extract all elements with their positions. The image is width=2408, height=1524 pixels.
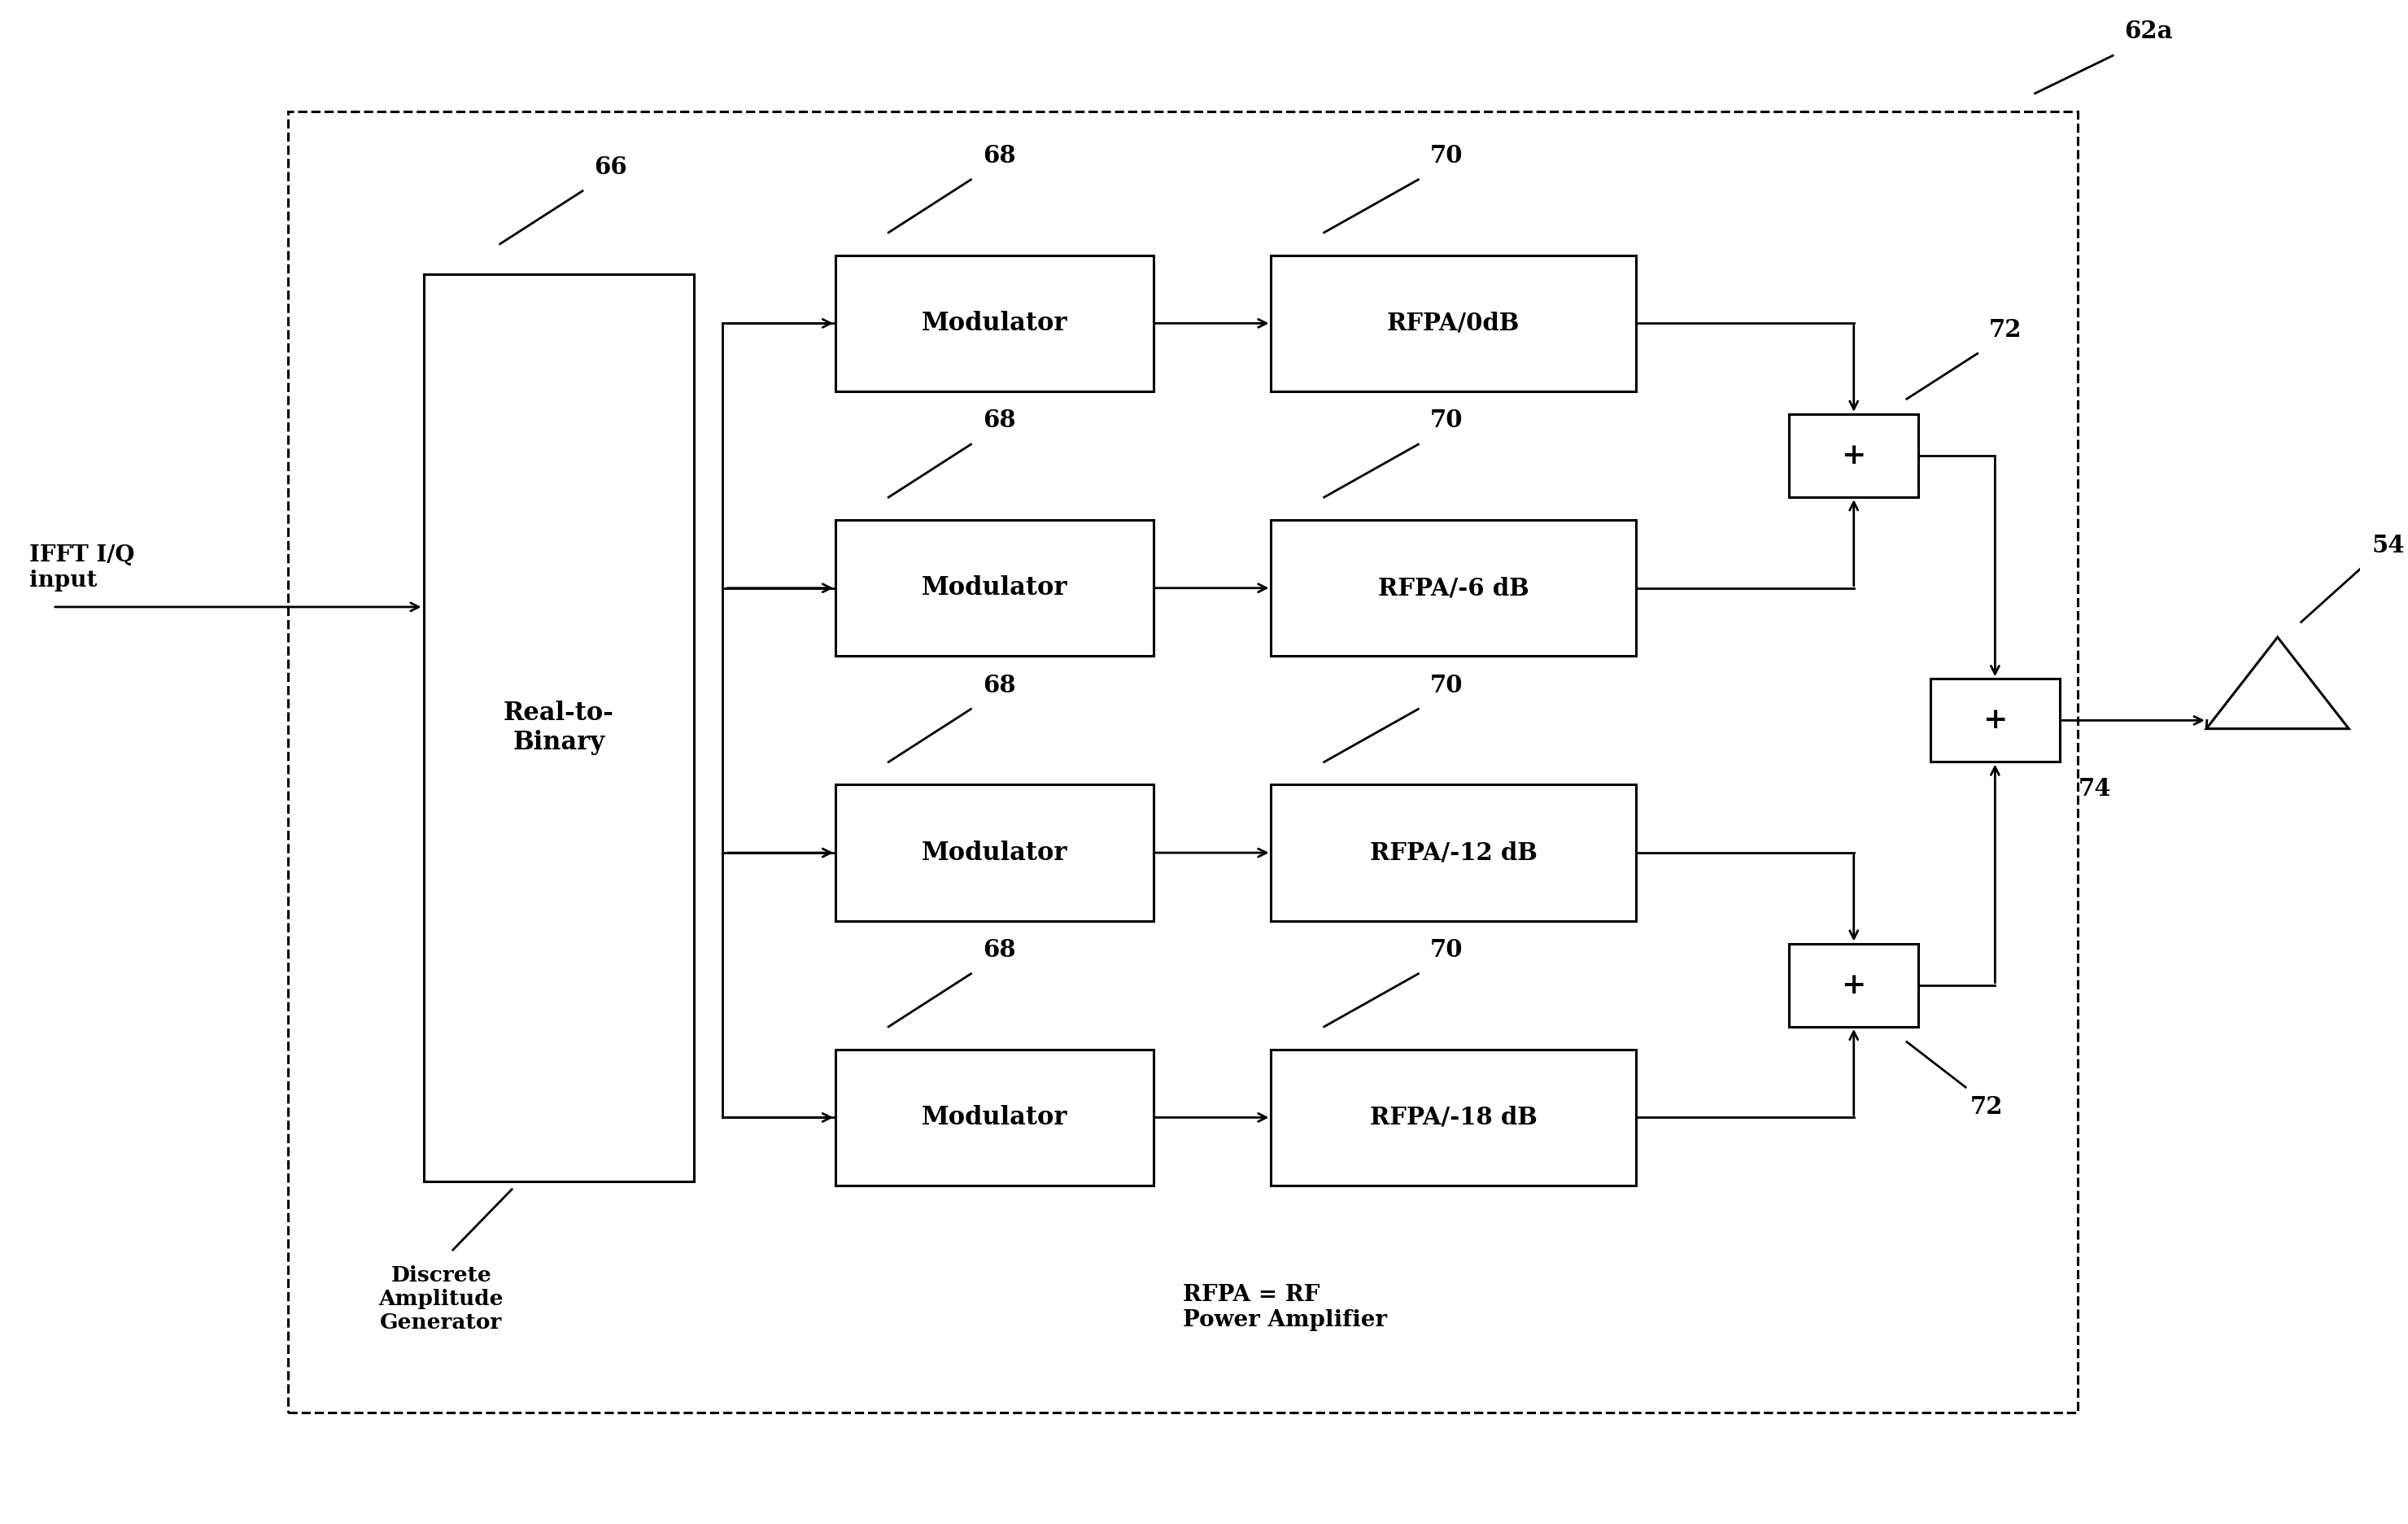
Text: 70: 70: [1430, 939, 1464, 962]
Text: 70: 70: [1430, 674, 1464, 696]
Text: Modulator: Modulator: [922, 840, 1067, 866]
Text: 70: 70: [1430, 408, 1464, 433]
FancyBboxPatch shape: [836, 520, 1153, 657]
Text: RFPA/-6 dB: RFPA/-6 dB: [1377, 576, 1529, 600]
FancyBboxPatch shape: [1271, 785, 1635, 920]
FancyBboxPatch shape: [836, 785, 1153, 920]
Text: 54: 54: [2372, 533, 2406, 558]
Text: 74: 74: [2078, 777, 2112, 800]
Text: +: +: [1982, 707, 2008, 735]
FancyBboxPatch shape: [836, 255, 1153, 392]
FancyBboxPatch shape: [836, 1050, 1153, 1186]
Text: Modulator: Modulator: [922, 1105, 1067, 1131]
FancyBboxPatch shape: [1271, 1050, 1635, 1186]
Text: 70: 70: [1430, 143, 1464, 168]
Text: 68: 68: [982, 143, 1016, 168]
FancyBboxPatch shape: [1789, 943, 1919, 1027]
Text: RFPA = RF
Power Amplifier: RFPA = RF Power Amplifier: [1182, 1283, 1387, 1332]
FancyBboxPatch shape: [1271, 255, 1635, 392]
Text: IFFT I/Q
input: IFFT I/Q input: [29, 544, 135, 591]
Text: +: +: [1842, 442, 1866, 469]
Text: Real-to-
Binary: Real-to- Binary: [503, 701, 614, 754]
Text: 66: 66: [595, 155, 628, 178]
Text: RFPA/-18 dB: RFPA/-18 dB: [1370, 1106, 1536, 1129]
Text: +: +: [1842, 971, 1866, 998]
Text: 68: 68: [982, 939, 1016, 962]
FancyBboxPatch shape: [1931, 678, 2059, 762]
Text: RFPA/-12 dB: RFPA/-12 dB: [1370, 841, 1536, 864]
Text: Modulator: Modulator: [922, 311, 1067, 335]
Text: Modulator: Modulator: [922, 576, 1067, 600]
Text: RFPA/0dB: RFPA/0dB: [1387, 311, 1519, 335]
FancyBboxPatch shape: [424, 274, 694, 1181]
FancyBboxPatch shape: [1789, 415, 1919, 497]
Text: 72: 72: [1970, 1094, 2003, 1119]
Text: 72: 72: [1989, 319, 2023, 341]
Text: 68: 68: [982, 674, 1016, 696]
Text: 62a: 62a: [2124, 20, 2172, 44]
FancyBboxPatch shape: [1271, 520, 1635, 657]
Text: Discrete
Amplitude
Generator: Discrete Amplitude Generator: [378, 1265, 503, 1332]
Text: 68: 68: [982, 408, 1016, 433]
